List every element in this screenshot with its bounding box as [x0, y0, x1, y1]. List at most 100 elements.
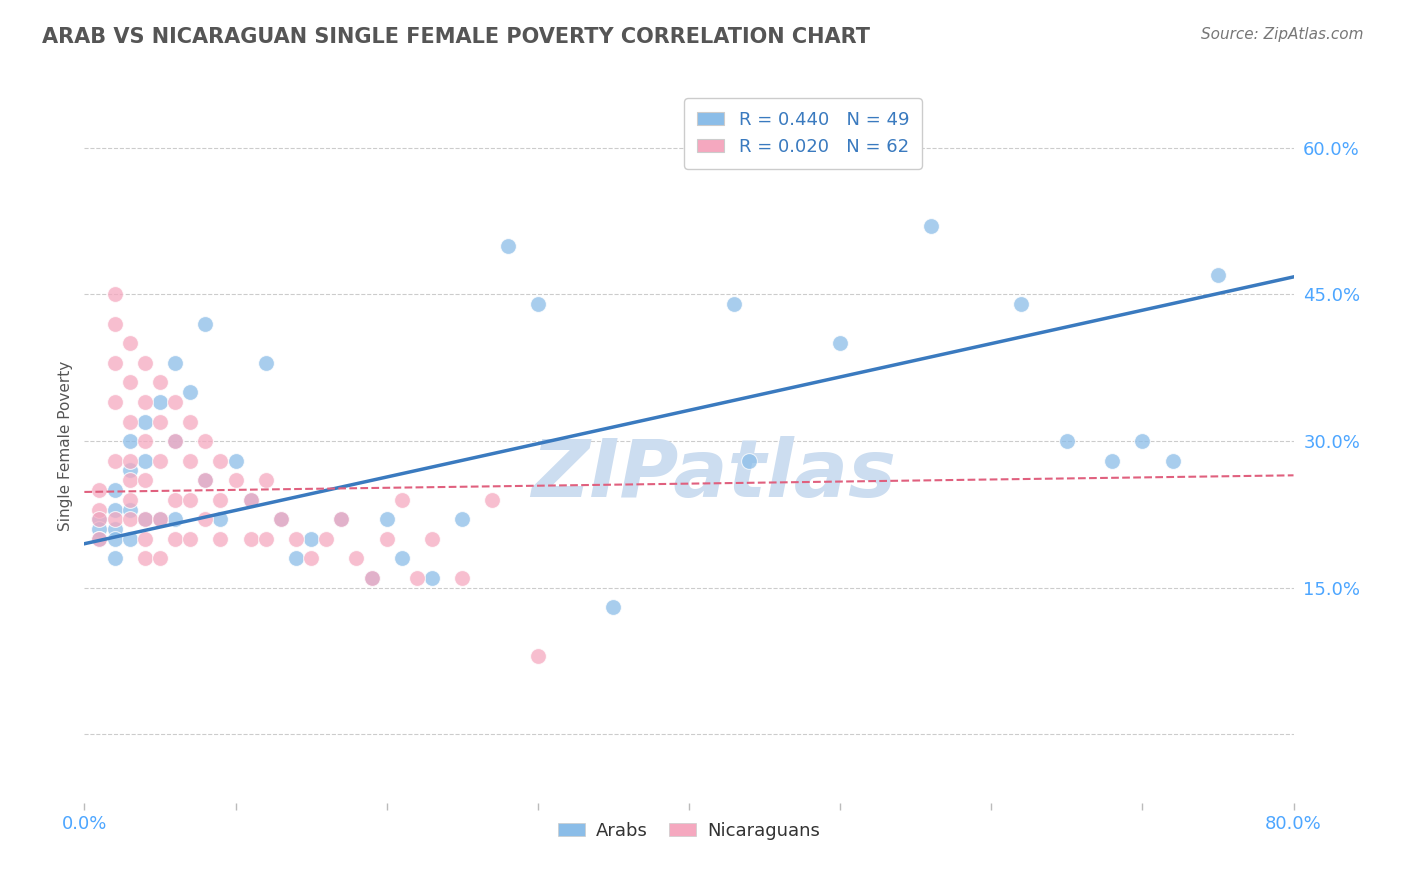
- Point: [89, 512, 111, 526]
- Point: [104, 522, 127, 536]
- Point: [118, 463, 141, 477]
- Point: [1056, 434, 1078, 449]
- Point: [134, 512, 156, 526]
- Point: [179, 385, 201, 400]
- Point: [89, 532, 111, 546]
- Point: [149, 395, 172, 409]
- Point: [194, 473, 217, 487]
- Point: [118, 512, 141, 526]
- Point: [149, 512, 172, 526]
- Point: [165, 512, 187, 526]
- Point: [149, 376, 172, 390]
- Point: [104, 532, 127, 546]
- Legend: Arabs, Nicaraguans: Arabs, Nicaraguans: [551, 815, 827, 847]
- Point: [830, 336, 852, 351]
- Point: [194, 473, 217, 487]
- Point: [527, 297, 550, 311]
- Point: [239, 532, 262, 546]
- Point: [104, 483, 127, 497]
- Point: [118, 502, 141, 516]
- Point: [149, 415, 172, 429]
- Point: [134, 415, 156, 429]
- Point: [209, 512, 232, 526]
- Point: [1206, 268, 1229, 282]
- Point: [360, 571, 382, 585]
- Point: [118, 492, 141, 507]
- Point: [209, 453, 232, 467]
- Point: [254, 356, 277, 370]
- Point: [239, 492, 262, 507]
- Text: Source: ZipAtlas.com: Source: ZipAtlas.com: [1201, 27, 1364, 42]
- Point: [602, 600, 624, 615]
- Point: [209, 492, 232, 507]
- Point: [496, 238, 519, 252]
- Point: [104, 502, 127, 516]
- Point: [315, 532, 337, 546]
- Point: [1161, 453, 1184, 467]
- Point: [134, 532, 156, 546]
- Point: [179, 415, 201, 429]
- Text: ARAB VS NICARAGUAN SINGLE FEMALE POVERTY CORRELATION CHART: ARAB VS NICARAGUAN SINGLE FEMALE POVERTY…: [42, 27, 870, 46]
- Point: [420, 532, 443, 546]
- Point: [104, 287, 127, 301]
- Point: [165, 356, 187, 370]
- Point: [254, 473, 277, 487]
- Point: [165, 532, 187, 546]
- Point: [375, 512, 398, 526]
- Point: [723, 297, 745, 311]
- Point: [194, 434, 217, 449]
- Point: [406, 571, 429, 585]
- Y-axis label: Single Female Poverty: Single Female Poverty: [58, 361, 73, 531]
- Point: [179, 532, 201, 546]
- Point: [360, 571, 382, 585]
- Point: [165, 492, 187, 507]
- Point: [165, 434, 187, 449]
- Point: [179, 492, 201, 507]
- Point: [451, 571, 474, 585]
- Point: [179, 453, 201, 467]
- Point: [134, 453, 156, 467]
- Point: [118, 376, 141, 390]
- Point: [194, 512, 217, 526]
- Point: [420, 571, 443, 585]
- Point: [481, 492, 503, 507]
- Point: [89, 483, 111, 497]
- Point: [118, 336, 141, 351]
- Point: [149, 453, 172, 467]
- Point: [134, 356, 156, 370]
- Point: [346, 551, 368, 566]
- Point: [738, 453, 761, 467]
- Point: [134, 434, 156, 449]
- Point: [194, 317, 217, 331]
- Point: [89, 522, 111, 536]
- Point: [209, 532, 232, 546]
- Point: [165, 434, 187, 449]
- Point: [225, 453, 247, 467]
- Point: [149, 512, 172, 526]
- Point: [375, 532, 398, 546]
- Point: [89, 532, 111, 546]
- Point: [239, 492, 262, 507]
- Point: [330, 512, 353, 526]
- Point: [134, 512, 156, 526]
- Point: [104, 453, 127, 467]
- Point: [104, 551, 127, 566]
- Point: [134, 473, 156, 487]
- Point: [299, 532, 322, 546]
- Point: [118, 473, 141, 487]
- Text: ZIPatlas: ZIPatlas: [530, 435, 896, 514]
- Point: [285, 551, 308, 566]
- Point: [451, 512, 474, 526]
- Point: [104, 395, 127, 409]
- Point: [285, 532, 308, 546]
- Point: [270, 512, 292, 526]
- Point: [118, 415, 141, 429]
- Point: [330, 512, 353, 526]
- Point: [89, 502, 111, 516]
- Point: [1130, 434, 1153, 449]
- Point: [104, 317, 127, 331]
- Point: [391, 492, 413, 507]
- Point: [89, 512, 111, 526]
- Point: [104, 512, 127, 526]
- Point: [104, 356, 127, 370]
